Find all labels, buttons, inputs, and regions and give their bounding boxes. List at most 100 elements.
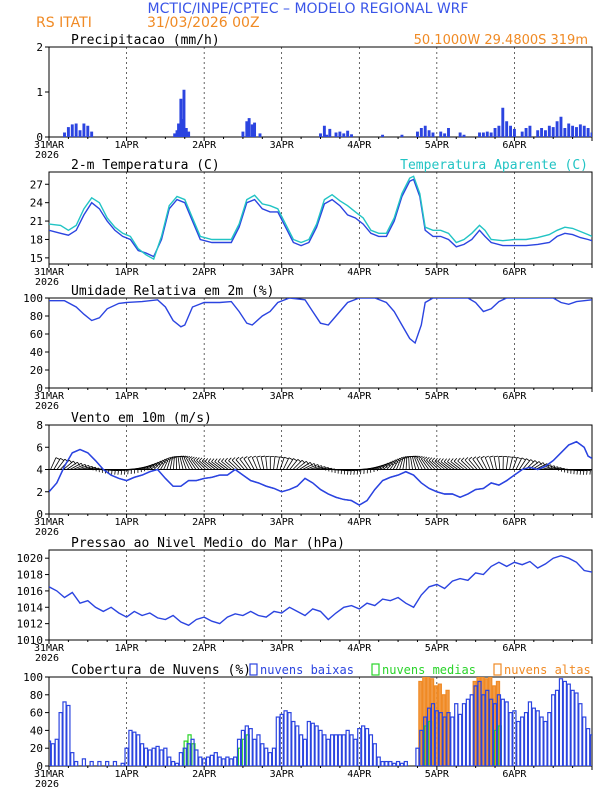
wind-barb (163, 457, 170, 470)
cloud-bar-nuvens-baixas (562, 680, 568, 766)
plot-area (63, 89, 592, 137)
precip-bar (520, 131, 524, 137)
cloud-bar-nuvens-baixas (368, 734, 374, 766)
wind-barb-flag (472, 456, 477, 460)
precip-bar (540, 128, 544, 137)
cloud-bar-nuvens-baixas (159, 749, 164, 766)
precip-bar (66, 127, 70, 137)
cloud-bar-nuvens-baixas (361, 725, 366, 766)
cloud-bar-nuvens-baixas (388, 760, 393, 766)
y-tick-label: 27 (30, 178, 43, 191)
precip-bar (544, 130, 547, 137)
x-tick-label: 6APR (502, 391, 527, 402)
cloud-bar-nuvens-baixas (248, 728, 253, 766)
wind-barb (150, 460, 161, 470)
location-label: RS ITATI (36, 15, 92, 31)
legend-label: nuvens medias (382, 663, 476, 677)
precip-bar (173, 133, 177, 137)
cloud-bar-nuvens-baixas (520, 716, 525, 766)
wind-barb-flag (284, 456, 289, 460)
cloud-bar-nuvens-baixas (430, 703, 436, 766)
precip-bar (431, 132, 435, 137)
wind-barb-flag (428, 457, 433, 461)
cloud-bar-nuvens-baixas (209, 754, 215, 766)
wind-barb (498, 456, 501, 470)
cloud-bar-nuvens-baixas (333, 734, 339, 766)
x-tick-label: 6APR (502, 769, 527, 780)
cloud-bar-nuvens-baixas (582, 716, 587, 766)
wind-barb (416, 457, 423, 470)
x-tick-label: 6APR (502, 643, 527, 654)
wind-barb-flag (414, 455, 419, 458)
wind-barb (201, 460, 213, 470)
wind-barb-flag (517, 456, 522, 460)
wind-barb-flag (243, 456, 248, 459)
cloud-bar-nuvens-baixas (341, 734, 346, 766)
wind-barb (273, 456, 276, 470)
x-tick-label: 5APR (425, 769, 450, 780)
cloud-bar-nuvens-baixas (492, 703, 498, 766)
wind-barb (179, 456, 184, 470)
precip-bar (509, 125, 513, 137)
cloud-bar-nuvens-baixas (419, 729, 424, 766)
precip-bar (328, 128, 332, 137)
wind-barb (186, 457, 194, 470)
legend-swatch (249, 663, 258, 676)
wind-barb-flag (512, 456, 517, 459)
wind-barb (476, 458, 484, 470)
plot-frame (48, 171, 593, 265)
precip-bar (536, 130, 540, 137)
cloud-bar-nuvens-baixas (217, 756, 222, 766)
wind-barb-flag (228, 457, 232, 461)
panel-1: 0 1 2 31MAR 1APR 2APR 3APR 4APR 5APR 6APR 2026 Prec… (34, 33, 593, 161)
cloud-bar-nuvens-baixas (302, 738, 308, 766)
y-tick-label: 40 (30, 724, 43, 737)
cloud-bar-nuvens-baixas (547, 711, 552, 766)
cloud-bar-nuvens-baixas (240, 729, 246, 766)
wind-barb (50, 457, 57, 470)
wind-barb-flag (239, 456, 244, 460)
y-tick-label: 1 (36, 86, 43, 99)
precip-bar (381, 134, 385, 137)
wind-barb-flag (350, 470, 352, 475)
wind-barb-flag (460, 457, 465, 461)
cloud-bar-nuvens-baixas (349, 734, 354, 766)
precip-bar (555, 121, 559, 137)
wind-barb (551, 468, 565, 470)
wind-barb-flag (117, 470, 119, 475)
x-year-label: 2026 (35, 779, 59, 790)
wind-barb (188, 458, 197, 470)
wind-barb-flag (521, 457, 526, 461)
cloud-bar-nuvens-baixas (81, 758, 87, 766)
wind-barb (440, 461, 452, 470)
cloud-bar-nuvens-baixas (70, 752, 75, 766)
precip-bar (563, 128, 567, 137)
precip-bar (524, 128, 528, 137)
cloud-bar-nuvens-baixas (124, 747, 129, 766)
precip-bar (250, 124, 254, 137)
series-line (49, 298, 592, 345)
cloud-bar-nuvens-baixas (554, 689, 560, 766)
y-tick-label: 8 (36, 419, 43, 432)
cloud-bar-nuvens-baixas (384, 760, 389, 766)
wind-barb (505, 456, 509, 470)
y-tick-label: 1020 (17, 552, 44, 565)
x-tick-label: 1APR (115, 391, 140, 402)
wind-barb-flag (434, 457, 438, 462)
y-tick-label: 0 (36, 508, 43, 521)
wind-barb-flag (235, 456, 240, 461)
wind-barb-flag (494, 455, 499, 458)
wind-barb (386, 459, 396, 470)
cloud-bar-nuvens-baixas (326, 738, 331, 766)
series-line (49, 175, 592, 261)
cloud-bar-nuvens-baixas (539, 716, 544, 766)
precip-bar (582, 125, 586, 137)
plot-frame (48, 46, 593, 138)
cloud-bar-nuvens-baixas (205, 756, 211, 766)
precip-bar (586, 128, 590, 137)
cloud-bar-nuvens-baixas (434, 710, 440, 766)
x-year-label: 2026 (35, 277, 59, 288)
wind-barb-flag (181, 455, 186, 458)
x-tick-label: 2APR (192, 391, 217, 402)
cloud-bar-nuvens-baixas (97, 760, 102, 766)
